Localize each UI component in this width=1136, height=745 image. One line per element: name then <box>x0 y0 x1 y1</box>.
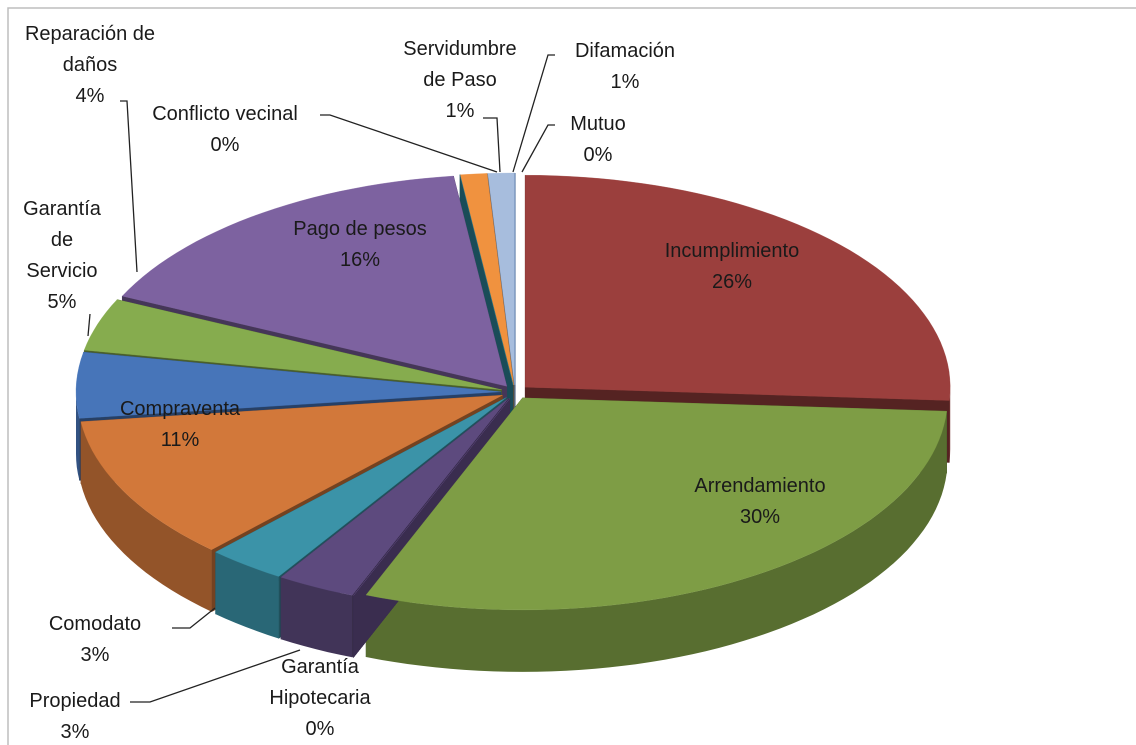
label-name: Mutuo <box>570 113 626 135</box>
slice <box>80 395 503 550</box>
slice-side <box>80 421 212 612</box>
data-label: Comodato 3% <box>30 609 160 671</box>
label-value: 1% <box>610 71 640 93</box>
label-name: Compraventa <box>119 398 241 420</box>
label-name: Arrendamiento <box>694 475 826 497</box>
label-name: Servidumbre de Paso <box>403 38 517 91</box>
label-name: Comodato <box>48 613 142 635</box>
data-label: Difamación 1% <box>550 36 700 98</box>
data-label: Garantía Hipotecaria 0% <box>250 652 390 745</box>
label-name: Pago de pesos <box>293 218 427 240</box>
slice-side <box>949 387 951 463</box>
leader-line <box>172 607 216 629</box>
slice-side <box>366 411 947 672</box>
label-value: 0% <box>210 134 240 156</box>
label-name: Propiedad <box>29 690 121 712</box>
slice <box>460 173 514 386</box>
slice <box>280 398 509 596</box>
label-name: Incumplimiento <box>664 240 800 262</box>
slice <box>215 397 507 577</box>
slice <box>459 174 514 386</box>
slice <box>365 397 947 611</box>
label-value: 30% <box>739 506 781 528</box>
slice <box>121 175 508 387</box>
label-name: Reparación de daños <box>24 23 156 76</box>
slice-side <box>76 391 80 481</box>
data-label: Arrendamiento 30% <box>660 471 860 533</box>
leader-line <box>130 649 301 703</box>
label-value: 26% <box>711 271 753 293</box>
label-value: 1% <box>445 100 475 122</box>
slice-side <box>215 552 279 639</box>
slice <box>353 398 510 596</box>
data-label: Incumplimiento 26% <box>632 236 832 298</box>
label-name: Conflicto vecinal <box>152 103 298 125</box>
slice <box>525 175 951 401</box>
label-name: Garantía de Servicio <box>23 198 101 282</box>
data-label: Mutuo 0% <box>548 109 648 171</box>
label-value: 3% <box>60 721 90 743</box>
label-value: 3% <box>80 644 110 666</box>
leader-lines <box>87 54 555 703</box>
label-value: 0% <box>305 718 335 740</box>
data-label: Compraventa 11% <box>100 394 260 456</box>
label-value: 16% <box>339 249 381 271</box>
data-label: Garantía de Servicio 5% <box>16 194 108 318</box>
label-value: 11% <box>160 429 200 451</box>
leader-line <box>320 114 498 173</box>
slice <box>75 351 502 419</box>
leader-line <box>521 124 555 173</box>
leader-line <box>512 54 555 173</box>
data-label: Propiedad 3% <box>10 686 140 745</box>
leader-line <box>120 100 138 273</box>
label-value: 0% <box>583 144 613 166</box>
label-name: Difamación <box>574 40 676 62</box>
slice <box>487 172 515 386</box>
data-label: Reparación de daños 4% <box>15 19 165 112</box>
data-label: Conflicto vecinal 0% <box>125 99 325 161</box>
slice <box>83 299 502 390</box>
pie-tops <box>75 172 951 611</box>
data-label: Servidumbre de Paso 1% <box>395 34 525 127</box>
frame <box>7 7 1136 745</box>
leader-line <box>87 313 91 337</box>
slice-side <box>280 577 353 658</box>
leader-line <box>483 117 501 173</box>
label-name: Garantía Hipotecaria <box>269 656 371 709</box>
label-value: 5% <box>47 291 77 313</box>
label-value: 4% <box>75 85 105 107</box>
data-label: Pago de pesos 16% <box>260 214 460 276</box>
